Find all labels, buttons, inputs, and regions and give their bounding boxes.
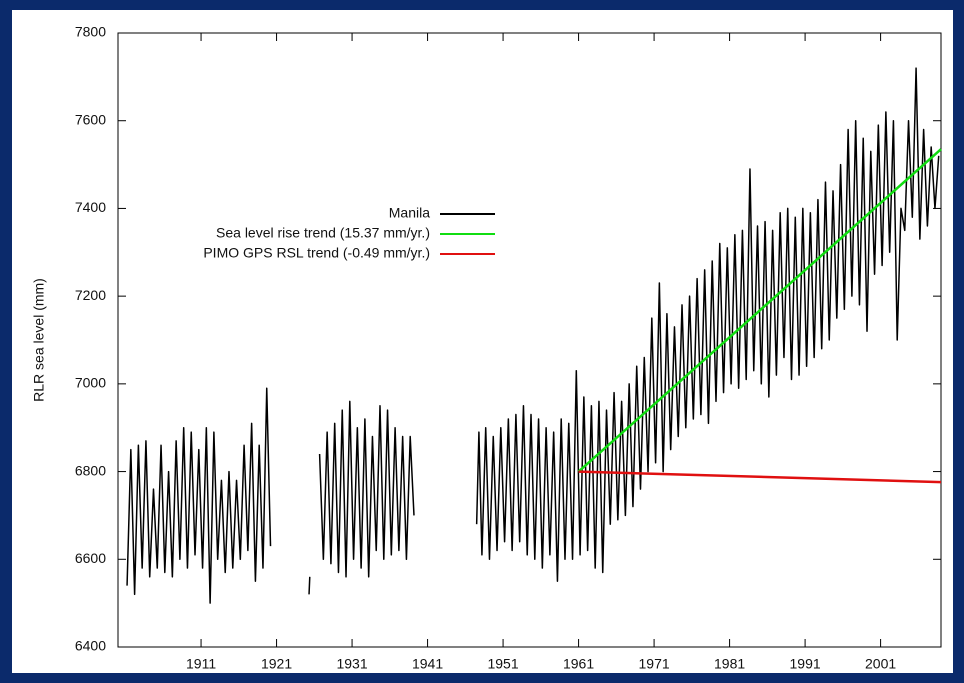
- x-tick-label: 1991: [790, 656, 821, 672]
- x-tick-label: 1921: [261, 656, 292, 672]
- plot-frame: [117, 32, 942, 648]
- legend-label: Manila: [389, 205, 430, 221]
- x-tick-label: 1911: [186, 656, 216, 672]
- series-line: [126, 67, 940, 604]
- y-tick-label: 7800: [75, 24, 106, 40]
- legend-label: Sea level rise trend (15.37 mm/yr.): [216, 225, 430, 241]
- legend-label: PIMO GPS RSL trend (-0.49 mm/yr.): [203, 245, 430, 261]
- x-tick-label: 1971: [639, 656, 670, 672]
- y-tick-label: 6800: [75, 462, 106, 478]
- y-tick-label: 6600: [75, 550, 106, 566]
- chart-background: [12, 10, 953, 673]
- y-axis-label: RLR sea level (mm): [31, 278, 47, 402]
- y-tick-label: 7600: [75, 111, 106, 127]
- y-tick-label: 6400: [75, 638, 106, 654]
- y-tick-label: 7200: [75, 287, 106, 303]
- x-tick-label: 2001: [865, 656, 896, 672]
- x-tick-label: 1961: [563, 656, 594, 672]
- y-tick-label: 7000: [75, 375, 106, 391]
- y-tick-label: 7400: [75, 199, 106, 215]
- x-tick-label: 1951: [487, 656, 518, 672]
- series-line: [577, 148, 942, 473]
- series-line: [578, 470, 942, 484]
- x-tick-label: 1981: [714, 656, 745, 672]
- x-tick-label: 1931: [336, 656, 367, 672]
- x-tick-label: 1941: [412, 656, 443, 672]
